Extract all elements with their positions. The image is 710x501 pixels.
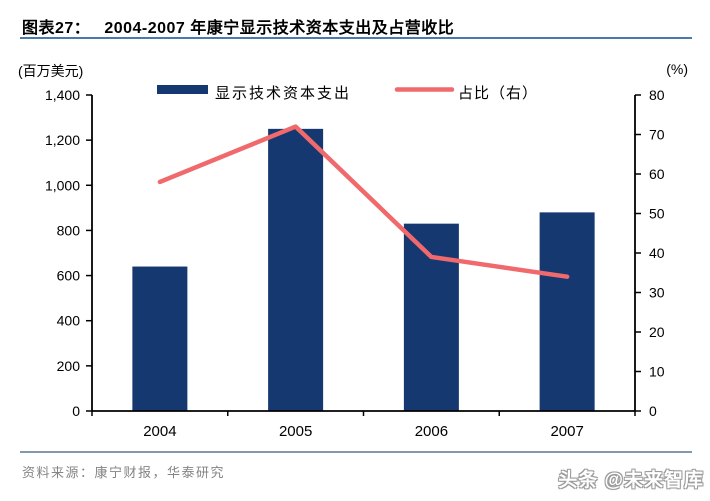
- right-tick-label: 30: [649, 285, 665, 301]
- y-axis-right: 0 10 20 30 40 50 60 70 80: [634, 87, 665, 419]
- x-category-label: 2006: [415, 423, 448, 440]
- legend-line-label: 占比（右）: [458, 85, 538, 102]
- figure-title-text: 2004-2007 年康宁显示技术资本支出及占营收比: [104, 20, 455, 37]
- right-tick-label: 40: [649, 245, 665, 261]
- ratio-line: [157, 124, 570, 279]
- left-tick-label: 1,400: [45, 87, 80, 103]
- right-tick-label: 0: [649, 403, 657, 419]
- bar-2004: [132, 266, 188, 411]
- footer-divider: [20, 451, 692, 453]
- bar-2006: [403, 223, 459, 411]
- legend-bar-swatch: [157, 85, 208, 94]
- left-tick-label: 800: [57, 222, 81, 238]
- figure-number-label: 图表27：: [22, 20, 91, 37]
- right-axis-unit-label: (%): [666, 61, 688, 77]
- left-tick-label: 1,200: [45, 132, 80, 148]
- title-divider: [20, 37, 692, 39]
- right-tick-label: 50: [649, 206, 665, 222]
- watermark-text: 头条 @未来智库: [558, 470, 704, 491]
- bar-2005: [268, 128, 324, 411]
- legend-bar-label: 显示技术资本支出: [215, 85, 351, 102]
- x-category-label: 2004: [143, 423, 176, 440]
- capex-ratio-chart: (百万美元) (%)显示技术资本支出 占比（右）02004006008001,000…: [18, 61, 688, 440]
- left-tick-label: 200: [57, 358, 81, 374]
- right-tick-label: 20: [649, 324, 665, 340]
- left-tick-label: 0: [72, 403, 80, 419]
- left-tick-label: 400: [57, 313, 81, 329]
- legend: 显示技术资本支出 占比（右）: [157, 85, 538, 102]
- right-tick-label: 70: [649, 127, 665, 143]
- source-note: 资料来源：康宁财报，华泰研究: [22, 465, 226, 480]
- bars: [132, 128, 595, 411]
- x-category-label: 2005: [279, 423, 312, 440]
- figure-title: 图表27： 2004-2007 年康宁显示技术资本支出及占营收比: [22, 14, 454, 38]
- y-axis-left: 0 200 400 600 800 1,000 1,200 1,400: [45, 87, 93, 419]
- left-tick-label: 600: [57, 268, 81, 284]
- x-axis: 2004 2005 2006 2007: [91, 410, 636, 440]
- left-tick-label: 1,000: [45, 177, 80, 193]
- right-tick-label: 10: [649, 364, 665, 380]
- left-axis-unit-label: (百万美元): [18, 63, 83, 79]
- right-tick-label: 60: [649, 166, 665, 182]
- right-tick-label: 80: [649, 87, 665, 103]
- x-category-label: 2007: [550, 423, 583, 440]
- bar-2007: [539, 212, 595, 411]
